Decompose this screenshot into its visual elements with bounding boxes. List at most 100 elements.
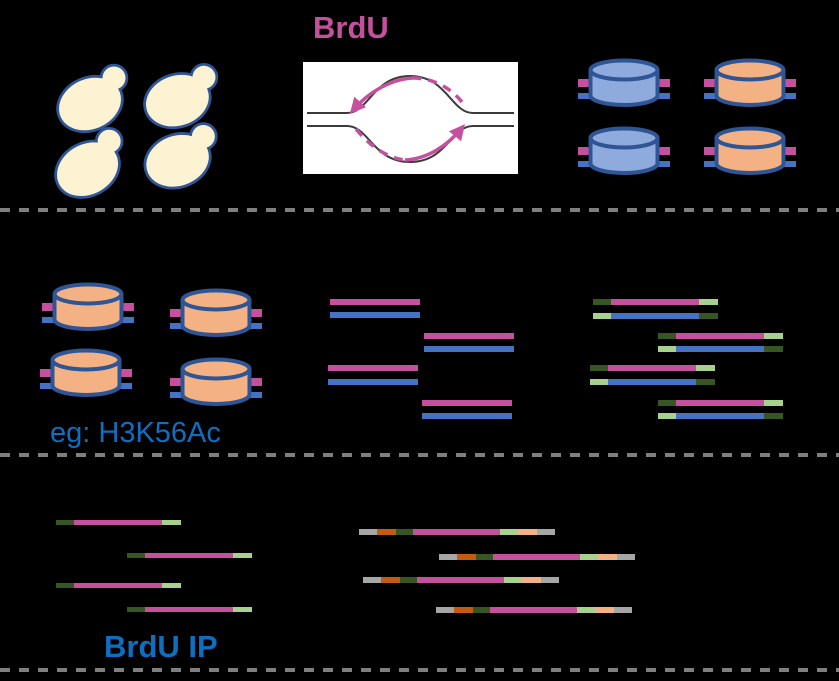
dna-segment-adapterDarkGreen <box>658 400 676 406</box>
dna-segment-adapterDarkGreen <box>127 607 145 612</box>
dna-segment-dnaBlue <box>422 413 512 419</box>
nucleosome-top <box>714 58 786 82</box>
dna-segment-adapterLightGreen <box>580 554 598 560</box>
dna-stub-magenta <box>656 147 670 155</box>
nucleosome-top <box>50 348 122 372</box>
dna-stub-magenta <box>42 303 56 311</box>
dna-segment-adapterGray <box>436 607 454 613</box>
nucleosome <box>578 58 670 107</box>
dna-segment-dnaMagenta <box>493 554 580 560</box>
dna-segment-dnaBlue <box>608 379 696 385</box>
dna-segment-adapterLightGreen <box>504 577 522 583</box>
dna-segment-adapterLightGreen <box>764 333 783 339</box>
dna-segment-adapterLightGreen <box>764 400 783 406</box>
dna-stub-magenta <box>248 378 262 386</box>
dna-stub-blue <box>248 392 262 398</box>
dna-stub-magenta <box>578 79 592 87</box>
nascent-strand-top-arrow <box>349 76 414 114</box>
dna-segment-dnaMagenta <box>611 299 699 305</box>
dna-segment-adapterPeach <box>518 529 537 535</box>
dna-stub-magenta <box>578 147 592 155</box>
nucleosome-top <box>52 282 124 306</box>
dna-segment-adapterDarkGreen <box>56 583 74 588</box>
section-divider <box>0 208 839 212</box>
dna-stub-blue <box>782 93 796 99</box>
adapter-ligated-strand <box>658 333 783 339</box>
dna-stub-blue <box>118 383 132 389</box>
nucleosome <box>704 58 796 107</box>
dna-segment-dnaBlue <box>328 379 418 385</box>
dna-stub-blue <box>170 323 184 329</box>
duplex-fragment-strand <box>424 333 514 339</box>
dna-segment-dnaMagenta <box>676 333 764 339</box>
dna-segment-dnaBlue <box>424 346 514 352</box>
dna-stub-magenta <box>120 303 134 311</box>
dna-segment-adapterLightGreen <box>696 365 715 371</box>
dna-segment-adapterLightGreen <box>233 607 252 612</box>
nucleosome-top <box>180 288 252 312</box>
dna-stub-magenta <box>40 369 54 377</box>
dna-stub-blue <box>120 317 134 323</box>
adapter-ligated-strand <box>658 413 783 419</box>
nascent-strand-top-dashed <box>412 76 464 104</box>
adapter-ligated-strand <box>658 400 783 406</box>
dna-segment-dnaMagenta <box>145 553 233 558</box>
dna-stub-magenta <box>170 309 184 317</box>
dna-segment-adapterOrange <box>457 554 476 560</box>
dna-segment-dnaMagenta <box>74 583 162 588</box>
dna-stub-blue <box>704 161 718 167</box>
dna-stub-blue <box>248 323 262 329</box>
dna-segment-adapterLightGreen <box>593 313 611 319</box>
cell-body <box>145 65 216 127</box>
dna-stub-magenta <box>782 79 796 87</box>
dna-segment-dnaMagenta <box>608 365 696 371</box>
dna-segment-adapterDarkGreen <box>764 346 783 352</box>
dna-segment-adapterLightGreen <box>658 346 676 352</box>
cell-body <box>57 129 121 197</box>
dna-segment-dnaBlue <box>611 313 699 319</box>
brdu-ip-strand <box>127 607 252 612</box>
yeast-cell <box>139 116 224 193</box>
dna-segment-adapterDarkGreen <box>764 413 783 419</box>
dna-segment-adapterOrange <box>381 577 400 583</box>
dna-segment-dnaMagenta <box>328 365 418 371</box>
yeast-cell <box>137 55 224 135</box>
dna-segment-adapterDarkGreen <box>473 607 490 613</box>
nascent-strand-bottom-arrow <box>404 124 466 162</box>
adapter-ligated-strand <box>590 365 715 371</box>
dna-segment-adapterGray <box>617 554 635 560</box>
duplex-fragment-strand <box>330 312 420 318</box>
dna-segment-dnaMagenta <box>330 299 420 305</box>
nucleosome <box>170 288 262 337</box>
dna-segment-dnaBlue <box>676 413 764 419</box>
duplex-fragment-strand <box>328 365 418 371</box>
nucleosome-top <box>588 58 660 82</box>
dna-stub-blue <box>170 392 184 398</box>
library-strand <box>439 554 635 560</box>
dna-segment-dnaBlue <box>676 346 764 352</box>
nucleosome <box>170 357 262 406</box>
dna-segment-adapterGray <box>363 577 381 583</box>
library-strand <box>363 577 559 583</box>
histone-mark-label: eg: H3K56Ac <box>50 417 221 449</box>
yeast-cell <box>47 124 133 203</box>
brdu-label: BrdU <box>313 10 389 45</box>
adapter-ligated-strand <box>593 313 718 319</box>
dna-segment-adapterPeach <box>522 577 541 583</box>
dna-segment-adapterLightGreen <box>500 529 518 535</box>
dna-segment-adapterLightGreen <box>233 553 252 558</box>
brdu-ip-strand <box>127 553 252 558</box>
dna-stub-magenta <box>704 79 718 87</box>
dna-segment-adapterLightGreen <box>590 379 608 385</box>
library-strand <box>359 529 555 535</box>
dna-segment-adapterDarkGreen <box>658 333 676 339</box>
nucleosome-top <box>588 126 660 150</box>
nucleosome-top <box>180 357 252 381</box>
nucleosome <box>704 126 796 175</box>
dna-segment-adapterDarkGreen <box>56 520 74 525</box>
dna-segment-adapterLightGreen <box>577 607 595 613</box>
dna-segment-adapterGray <box>614 607 632 613</box>
dna-stub-blue <box>578 93 592 99</box>
brdu-ip-strand <box>56 520 181 525</box>
dna-segment-adapterGray <box>359 529 377 535</box>
